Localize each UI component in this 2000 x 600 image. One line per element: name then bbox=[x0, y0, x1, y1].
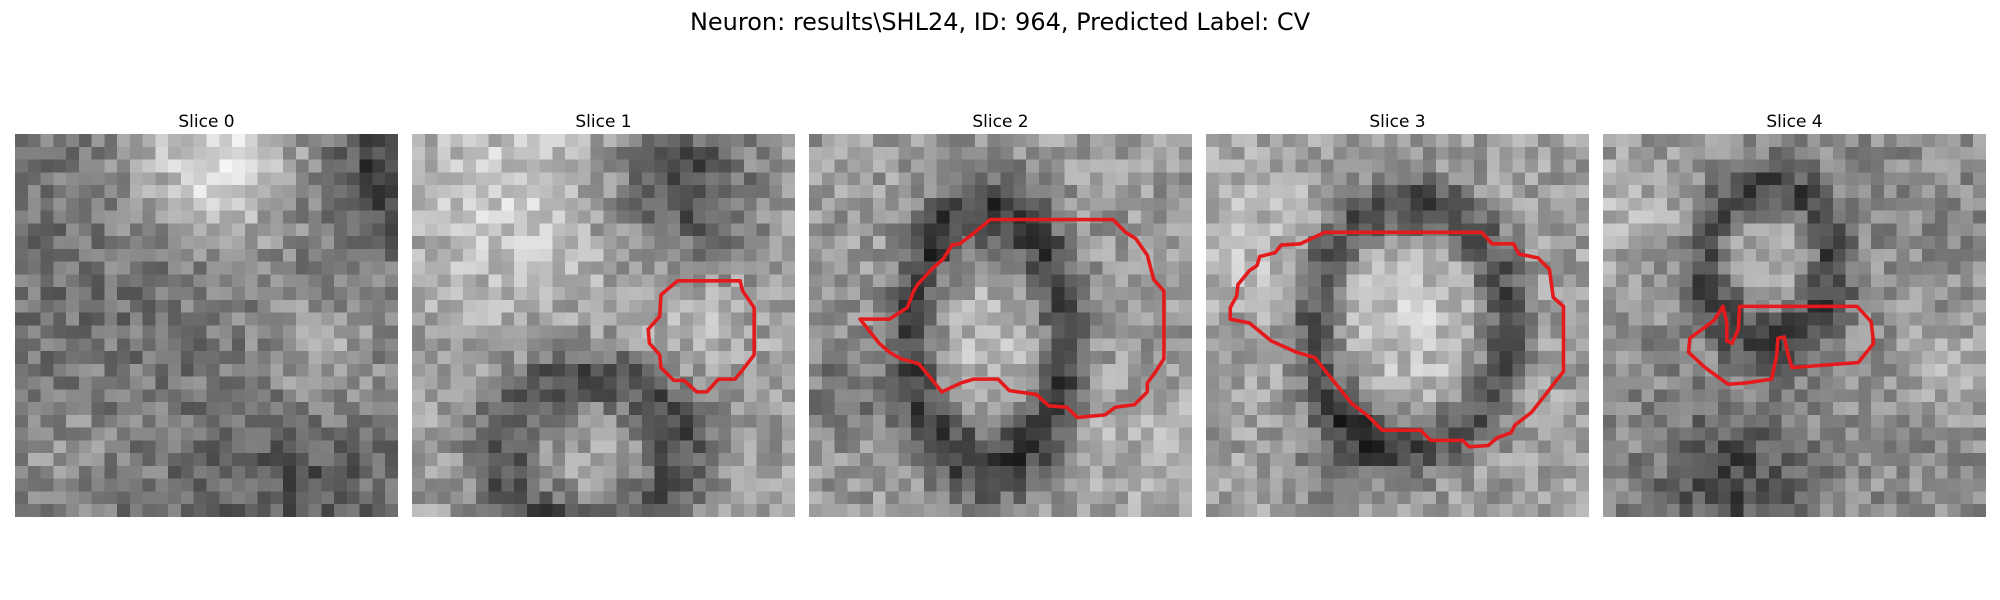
roi-contour bbox=[646, 279, 756, 394]
slice-panel-0: Slice 0 bbox=[15, 110, 398, 517]
figure-title: Neuron: results\SHL24, ID: 964, Predicte… bbox=[689, 8, 1311, 36]
slice-panel-2: Slice 2 bbox=[809, 110, 1192, 517]
slice-image-1 bbox=[412, 134, 795, 517]
slice-panel-3: Slice 3 bbox=[1206, 110, 1589, 517]
slice-panel-4: Slice 4 bbox=[1603, 110, 1986, 517]
slice-title: Slice 4 bbox=[1766, 112, 1823, 132]
slice-title: Slice 1 bbox=[575, 112, 632, 132]
slice-image-4 bbox=[1603, 134, 1986, 517]
slice-panel-1: Slice 1 bbox=[412, 110, 795, 517]
roi-contour bbox=[858, 217, 1166, 420]
slice-image-2 bbox=[809, 134, 1192, 517]
slice-image-0 bbox=[15, 134, 398, 517]
roi-contour bbox=[1686, 304, 1876, 387]
slice-title: Slice 3 bbox=[1369, 112, 1426, 132]
roi-contour bbox=[1228, 230, 1566, 449]
slice-image-3 bbox=[1206, 134, 1589, 517]
slice-title: Slice 2 bbox=[972, 112, 1029, 132]
slice-title: Slice 0 bbox=[178, 112, 235, 132]
